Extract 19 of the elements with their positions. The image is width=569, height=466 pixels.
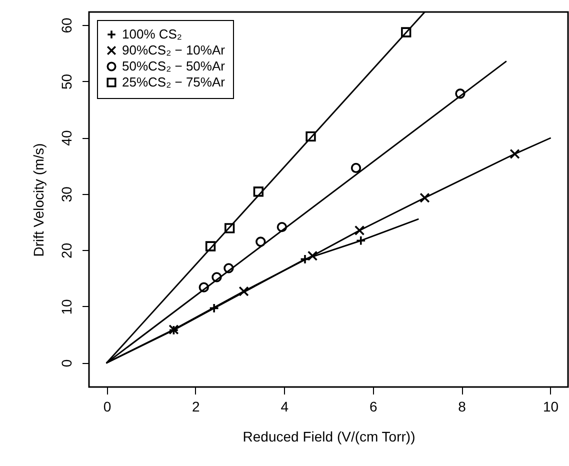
x-tick-label: 10 <box>542 398 559 414</box>
legend-label: 100% CS₂ <box>122 26 182 42</box>
x-tick-label: 0 <box>103 398 112 414</box>
y-tick-label: 60 <box>58 17 74 34</box>
y-tick-label: 40 <box>58 130 74 146</box>
y-tick-label: 20 <box>58 242 74 258</box>
legend-label: 50%CS₂ − 50%Ar <box>122 58 226 74</box>
x-tick-label: 8 <box>458 398 466 414</box>
y-tick-label: 10 <box>58 298 74 315</box>
legend-label: 90%CS₂ − 10%Ar <box>122 42 226 58</box>
y-axis-title: Drift Velocity (m/s) <box>30 143 46 257</box>
y-tick-label: 0 <box>58 359 74 368</box>
y-tick-label: 50 <box>58 74 74 90</box>
y-tick-label: 30 <box>58 186 74 202</box>
x-axis-title: Reduced Field (V/(cm Torr)) <box>242 428 416 444</box>
x-tick-label: 2 <box>192 398 200 414</box>
x-tick-label: 6 <box>369 398 378 414</box>
x-tick-label: 4 <box>280 398 289 414</box>
legend-label: 25%CS₂ − 75%Ar <box>122 74 226 90</box>
